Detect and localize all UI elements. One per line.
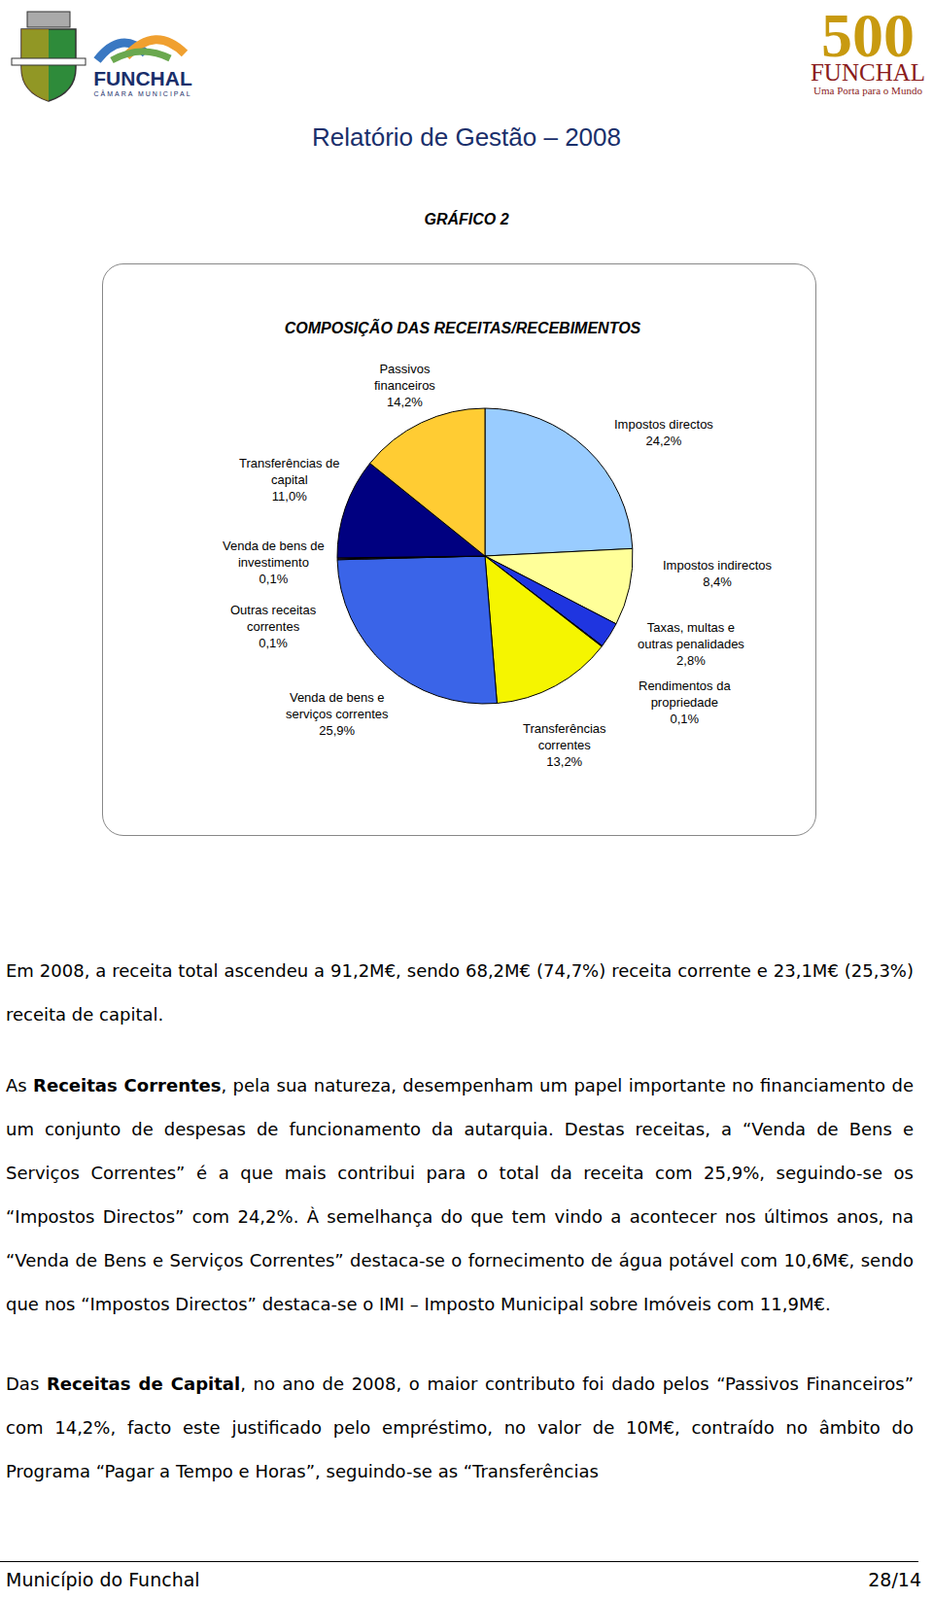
svg-text:Rendimentos dapropriedade0,1%: Rendimentos dapropriedade0,1% xyxy=(638,678,731,726)
html-text:Relatório de Gestão – 2008: Relatório de Gestão – 2008 xyxy=(311,122,622,152)
svg-text:FUNCHAL: FUNCHAL xyxy=(93,67,193,90)
svg-text:Venda de bens eserviços corren: Venda de bens eserviços correntes25,9% xyxy=(285,690,389,738)
svg-text:500: 500 xyxy=(821,0,915,70)
html-text:GRÁFICO 2: GRÁFICO 2 xyxy=(424,210,509,228)
svg-text:Impostos directos24,2%: Impostos directos24,2% xyxy=(614,416,714,449)
svg-text:Transferênciascorrentes13,2%: Transferênciascorrentes13,2% xyxy=(522,721,607,769)
svg-text:Venda de bens deinvestimento0,: Venda de bens deinvestimento0,1% xyxy=(222,538,325,587)
svg-text:Transferências decapital11,0%: Transferências decapital11,0% xyxy=(239,455,341,504)
svg-text:Passivosfinanceiros14,2%: Passivosfinanceiros14,2% xyxy=(374,361,436,410)
html-text:Município do Funchal: Município do Funchal xyxy=(5,1568,200,1590)
svg-text:Uma Porta para o Mundo: Uma Porta para o Mundo xyxy=(813,84,923,97)
svg-text:Outras receitascorrentes0,1%: Outras receitascorrentes0,1% xyxy=(230,602,317,651)
svg-text:CÂMARA MUNICIPAL: CÂMARA MUNICIPAL xyxy=(93,89,192,98)
html-text:Das Receitas de Capital, no an: Das Receitas de Capital, no ano de 2008,… xyxy=(5,1373,914,1482)
svg-text:Taxas, multas eoutras penalida: Taxas, multas eoutras penalidades2,8% xyxy=(637,620,745,668)
svg-text:FUNCHAL: FUNCHAL xyxy=(810,59,926,86)
html-text:As Receitas Correntes, pela su: As Receitas Correntes, pela sua natureza… xyxy=(5,1074,914,1314)
html-text:28/14: 28/14 xyxy=(868,1568,922,1590)
svg-text:Impostos indirectos8,4%: Impostos indirectos8,4% xyxy=(662,557,772,589)
svg-text:COMPOSIÇÃO DAS RECEITAS/RECEBI: COMPOSIÇÃO DAS RECEITAS/RECEBIMENTOS xyxy=(284,317,642,337)
html-text:Em 2008, a receita total ascen: Em 2008, a receita total ascendeu a 91,2… xyxy=(5,960,914,1025)
